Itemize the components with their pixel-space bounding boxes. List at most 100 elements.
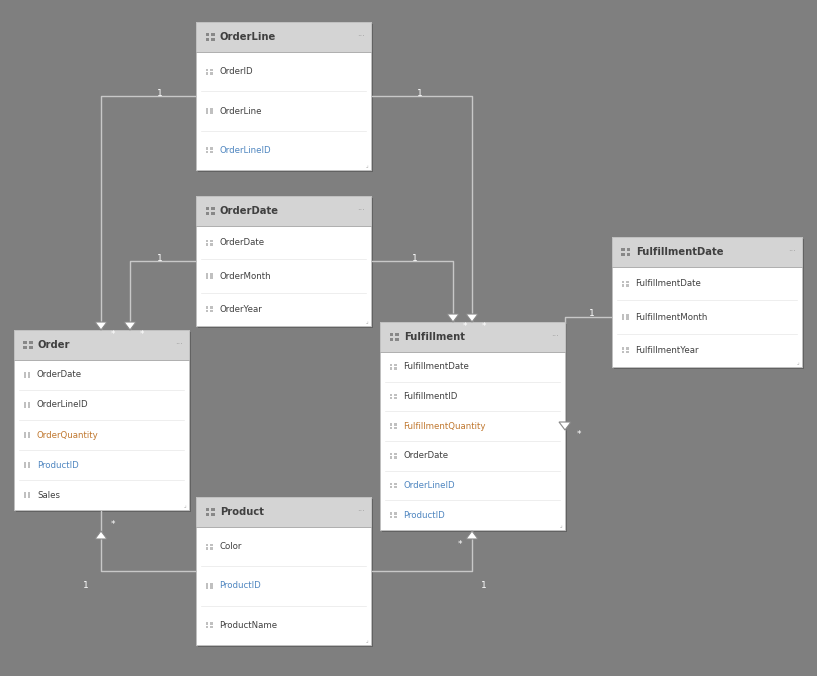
Bar [206,587,208,589]
Bar [390,456,392,459]
Text: ⌟: ⌟ [797,360,799,365]
Bar [206,306,208,309]
Text: ⌟: ⌟ [183,503,186,508]
Bar [24,466,26,468]
Bar [622,248,625,251]
Bar [206,69,208,71]
Text: Order: Order [38,340,70,350]
Bar [211,212,215,215]
Bar [206,112,208,114]
Bar [394,516,396,518]
Bar [206,212,209,215]
Text: *: * [111,521,115,529]
Text: 1: 1 [83,581,89,591]
Bar [390,423,392,426]
Text: 1: 1 [412,254,417,262]
Text: 1: 1 [481,581,487,591]
Text: OrderLineID: OrderLineID [219,146,270,155]
Bar [622,281,624,283]
Bar [196,22,371,170]
Bar [198,24,373,172]
Text: *: * [111,331,115,339]
Bar [209,108,212,111]
Text: 1: 1 [157,254,163,262]
Bar [206,208,209,210]
Bar [209,72,212,74]
Text: ProductID: ProductID [37,460,78,470]
Bar [206,583,208,585]
Text: OrderYear: OrderYear [219,305,261,314]
Bar [209,626,212,628]
Bar [612,237,802,367]
Bar [209,147,212,150]
Text: ⌟: ⌟ [365,638,368,643]
Bar [28,466,30,468]
Text: 1: 1 [589,310,595,318]
Text: ···: ··· [357,206,365,216]
Text: FulfillmentQuantity: FulfillmentQuantity [403,422,485,431]
Bar [24,406,26,408]
Text: *: * [482,322,486,331]
Bar [209,544,212,546]
Bar [622,351,624,354]
Bar [394,456,396,459]
Bar [626,281,628,283]
Text: ···: ··· [175,341,183,349]
Bar [626,284,628,287]
Bar [206,108,208,111]
Bar [390,512,392,514]
Bar [196,497,371,645]
Bar [206,547,208,550]
Text: ···: ··· [551,333,559,341]
Bar [206,626,208,628]
Bar [626,347,628,350]
Bar [394,453,396,456]
Bar [196,22,371,52]
Bar [390,486,392,488]
Bar [24,375,26,378]
Bar [28,462,30,464]
Bar [380,322,565,530]
Text: Fulfillment: Fulfillment [404,332,465,342]
Text: OrderLineID: OrderLineID [37,400,88,410]
Bar [14,330,189,360]
Bar [206,512,209,516]
Bar [394,512,396,514]
Bar [211,208,215,210]
Bar [612,237,802,267]
Bar [626,351,628,354]
Bar [395,333,399,337]
Bar [394,427,396,429]
Text: OrderDate: OrderDate [37,370,83,379]
Text: ⌟: ⌟ [365,163,368,168]
Bar [209,310,212,312]
Bar [622,347,624,350]
Bar [209,273,212,276]
Bar [390,427,392,429]
Bar [29,345,33,349]
Bar [390,483,392,485]
Bar [198,499,373,647]
Bar [206,147,208,150]
Text: *: * [458,541,462,550]
Bar [380,322,565,352]
Text: 1: 1 [157,89,163,97]
Bar [209,240,212,242]
Bar [626,318,628,320]
Bar [209,112,212,114]
Text: *: * [140,329,145,339]
Text: OrderQuantity: OrderQuantity [37,431,99,439]
Text: Product: Product [220,507,264,517]
Bar [211,512,215,516]
Text: ···: ··· [788,247,796,256]
Bar [206,310,208,312]
Bar [196,497,371,527]
Bar [24,345,27,349]
Text: OrderID: OrderID [219,67,252,76]
Text: FulfillmentDate: FulfillmentDate [636,247,724,257]
Text: *: * [462,322,467,331]
Bar [614,239,804,369]
Text: ⌟: ⌟ [560,523,562,528]
Bar [28,432,30,435]
Polygon shape [466,314,478,322]
